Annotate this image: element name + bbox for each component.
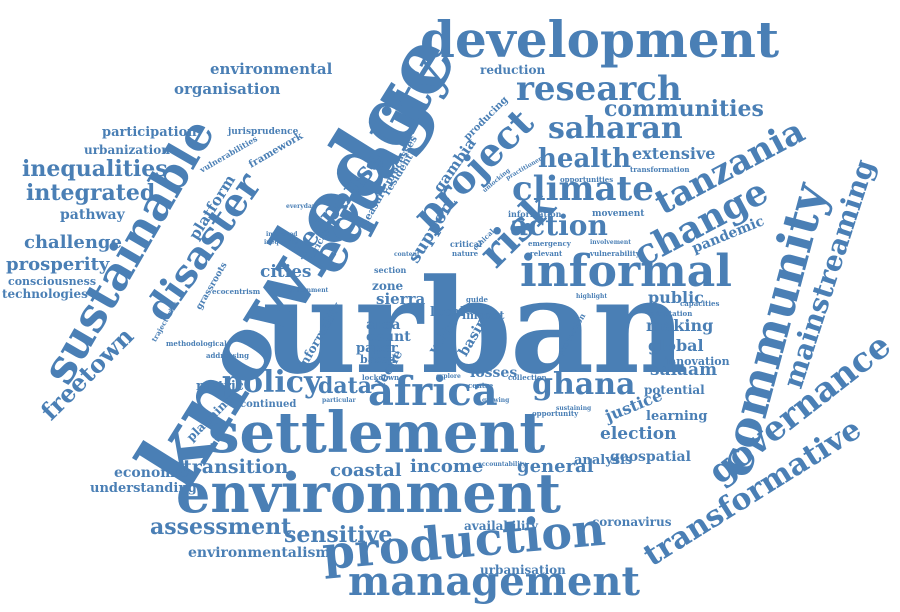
word-guide: guide	[466, 295, 488, 304]
word-metric: metric	[196, 379, 244, 394]
word-economic: economic	[114, 465, 189, 481]
word-policy: policy	[222, 365, 322, 400]
word-global: global	[648, 336, 704, 355]
word-emergency: emergency	[528, 239, 571, 248]
word-government: government	[288, 287, 329, 294]
word-opportunities: opportunities	[560, 175, 614, 184]
word-area: area	[366, 317, 401, 333]
word-climate: climate	[512, 169, 654, 209]
word-salaam: salaam	[650, 360, 718, 380]
word-consciousness: consciousness	[8, 275, 97, 288]
word-sierra: sierra	[376, 290, 426, 308]
word-environmentalism: environmentalism	[188, 545, 331, 561]
word-opportunity: opportunity	[532, 409, 579, 418]
word-assessment: assessment	[150, 514, 292, 540]
word-saharan: saharan	[548, 111, 683, 146]
word-geospatial: geospatial	[610, 449, 691, 465]
word-count: count	[366, 329, 411, 345]
word-health: health	[538, 144, 632, 174]
word-data: data	[318, 373, 373, 399]
word-income: income	[410, 456, 484, 477]
word-losses: losses	[470, 365, 518, 381]
word-everyday: everyday	[286, 203, 316, 210]
word-inequality: inequality	[264, 239, 298, 246]
word-public: public	[648, 288, 704, 307]
word-urbanization: urbanization	[84, 143, 170, 157]
word-integrated: integrated	[26, 180, 156, 206]
word-environment: environment	[176, 461, 561, 525]
word-information: information	[508, 209, 562, 219]
word-management: management	[348, 558, 640, 605]
word-coronavirus: coronavirus	[592, 515, 672, 529]
word-understanding: understanding	[90, 481, 197, 496]
word-innovation: innovation	[664, 355, 730, 368]
word-organisation: organisation	[174, 80, 281, 98]
word-transformation: transformation	[630, 165, 690, 174]
word-prosperity: prosperity	[6, 254, 110, 275]
word-challenge: challenge	[24, 232, 122, 253]
word-critical: critical	[450, 239, 482, 249]
word-sensitive: sensitive	[284, 522, 393, 548]
word-vulnerability: vulnerability	[590, 249, 640, 258]
word-methodological: methodological	[166, 339, 227, 348]
word-zone: zone	[372, 279, 404, 293]
word-analysis: analysis	[574, 453, 633, 468]
word-development: development	[420, 10, 780, 69]
word-highlight: highlight	[576, 293, 608, 300]
word-impact: impact	[462, 309, 505, 322]
word-improved: improved	[266, 231, 298, 238]
word-involvement: involvement	[590, 239, 632, 246]
word-movement: movement	[592, 209, 645, 219]
word-accountability: accountability	[478, 461, 526, 468]
word-potential: potential	[644, 383, 705, 397]
word-lockdown: lockdown	[362, 373, 400, 382]
word-local: local	[430, 305, 465, 320]
word-research: research	[516, 69, 682, 109]
word-coastal: coastal	[330, 460, 402, 481]
word-continued: continued	[240, 399, 297, 410]
word-sustaining: sustaining	[556, 405, 592, 412]
word-informal: informal	[520, 246, 732, 297]
word-capacities: capacities	[680, 299, 720, 308]
word-explore: explore	[436, 373, 461, 380]
word-communities: communities	[604, 96, 764, 122]
word-addressing: addressing	[206, 351, 249, 360]
word-growing: growing	[482, 397, 510, 404]
word-africa: africa	[368, 368, 498, 415]
word-centre: centre	[468, 381, 494, 390]
word-transition: transition	[183, 456, 289, 478]
word-urban: urban	[262, 250, 687, 403]
word-action: action	[510, 209, 608, 242]
word-collection: collection	[508, 373, 547, 382]
word-settlement: settlement	[208, 400, 546, 466]
word-particular: particular	[322, 397, 356, 404]
word-making: making	[646, 316, 714, 335]
word-section: section	[374, 265, 407, 275]
word-content: content	[394, 251, 420, 258]
word-paper: paper	[356, 341, 398, 356]
word-ghana: ghana	[532, 367, 636, 402]
word-reduction: reduction	[480, 63, 546, 77]
word-learning: learning	[646, 409, 708, 424]
word-technologies: technologies	[2, 287, 88, 301]
word-nature: nature	[452, 249, 479, 258]
word-cities: cities	[260, 262, 312, 282]
word-participation: participation	[102, 125, 197, 140]
word-adaptation: adaptation	[650, 309, 693, 318]
word-general: general	[517, 456, 594, 477]
word-urbanisation: urbanisation	[480, 563, 566, 577]
word-based: based	[360, 353, 396, 366]
word-availability: availability	[464, 519, 538, 533]
word-jurisprudence: jurisprudence	[228, 127, 299, 137]
word-election: election	[600, 424, 677, 444]
word-extensive: extensive	[632, 144, 716, 163]
word-relevant: relevant	[530, 249, 563, 258]
word-environmental: environmental	[210, 60, 333, 78]
word-pathway: pathway	[60, 207, 125, 223]
word-inequalities: inequalities	[22, 156, 168, 182]
word-ecocentrism: ecocentrism	[212, 287, 261, 296]
